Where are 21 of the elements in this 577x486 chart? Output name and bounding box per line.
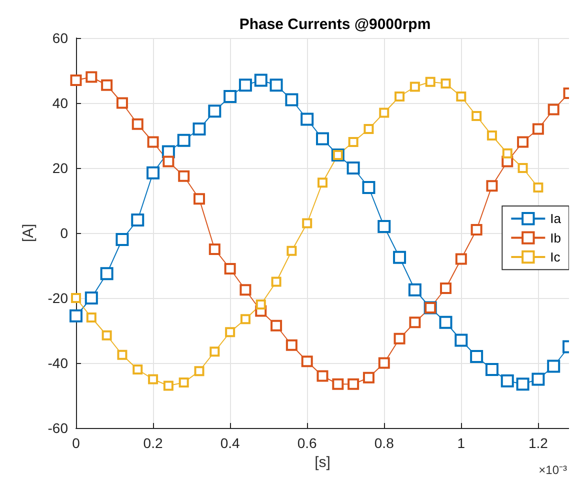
x-axis-title: [s] xyxy=(314,454,330,471)
y-tick-label: 20 xyxy=(52,160,68,176)
x-tick-label: 0.4 xyxy=(220,435,240,451)
x-tick-label: 0 xyxy=(72,435,80,451)
y-tick-label: -60 xyxy=(48,420,68,436)
y-tick-label: -20 xyxy=(48,290,68,306)
y-tick-label: 60 xyxy=(52,30,68,46)
y-tick-label: -40 xyxy=(48,355,68,371)
x-tick-label: 1 xyxy=(457,435,466,451)
legend-label: Ia xyxy=(550,211,562,226)
y-tick-label: 40 xyxy=(52,95,68,111)
text: ×10⁻³ xyxy=(538,463,568,477)
x-tick-label: 0.8 xyxy=(374,435,394,451)
x-tick-label: 0.6 xyxy=(297,435,318,451)
x-tick-label: 0.2 xyxy=(143,435,163,451)
legend-label: Ic xyxy=(550,250,561,264)
y-axis-title: [A] xyxy=(20,224,37,242)
y-tick-label: 0 xyxy=(60,225,68,241)
chart-title: Phase Currents @9000rpm xyxy=(239,16,431,33)
legend-label: Ib xyxy=(550,230,561,246)
x-tick-label: 1.2 xyxy=(528,435,548,451)
